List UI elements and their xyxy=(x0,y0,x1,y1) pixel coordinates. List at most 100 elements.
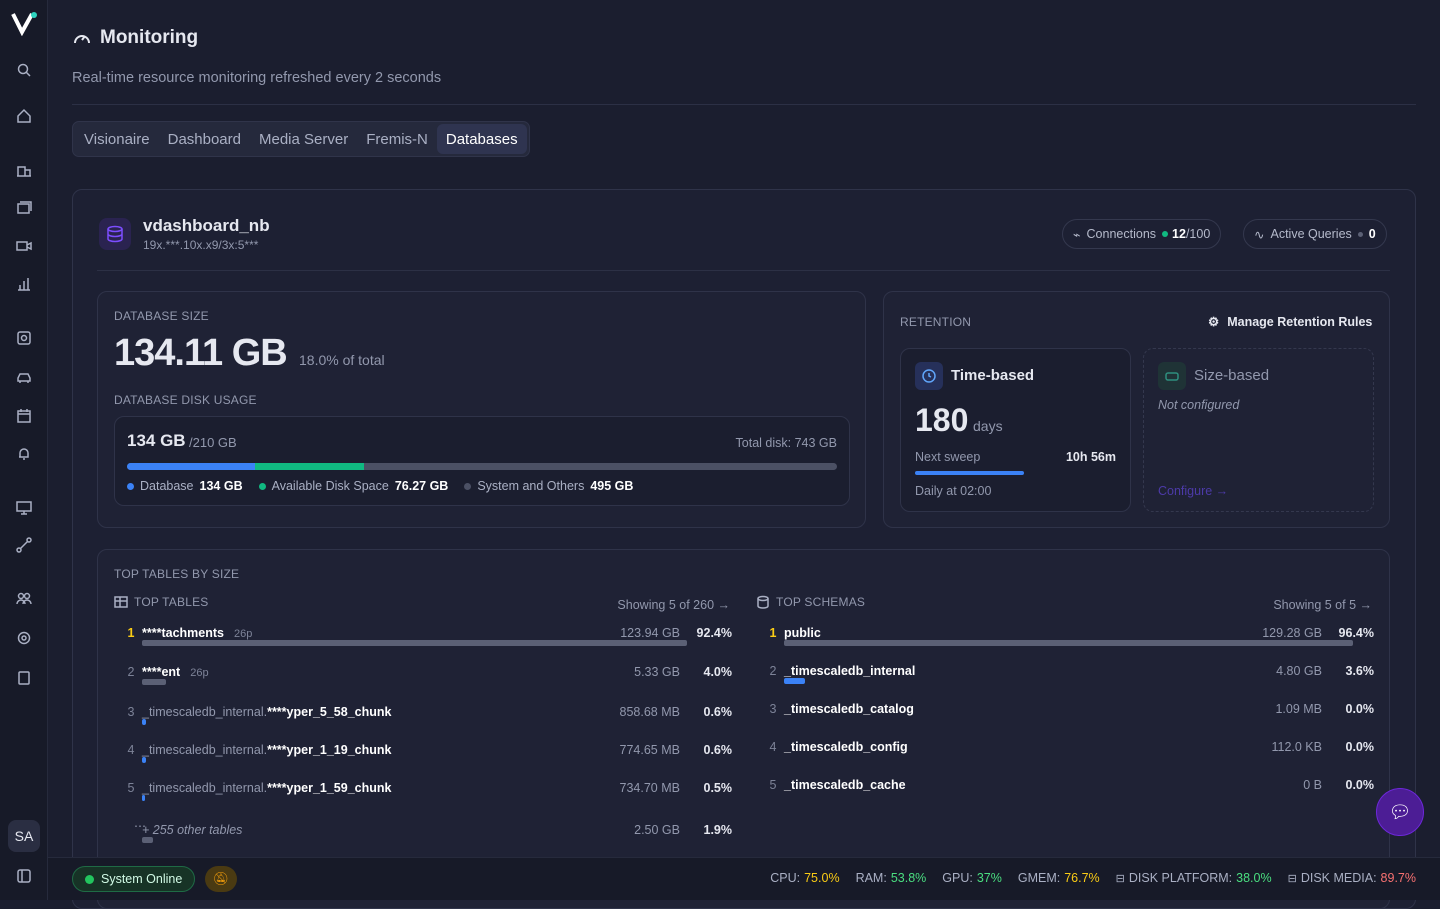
row-name[interactable]: _timescaledb_internal.****yper_1_19_chun… xyxy=(142,743,391,757)
row-name[interactable]: _timescaledb_config xyxy=(784,740,908,754)
monitor-icon[interactable] xyxy=(16,500,32,516)
online-dot xyxy=(85,875,94,884)
building-icon[interactable] xyxy=(16,162,32,178)
disk-bar-available xyxy=(255,463,364,470)
percent: 1.9% xyxy=(703,823,733,837)
row-name[interactable]: ****tachments 26p xyxy=(142,626,252,640)
tab[interactable]: Fremis-N xyxy=(366,131,428,148)
size-based-title: Size-based xyxy=(1194,367,1270,384)
tab[interactable]: Dashboard xyxy=(167,131,241,148)
connections-pill: ⌁ Connections 12/100 xyxy=(1062,219,1222,249)
metric: GPU: 37% xyxy=(942,871,1002,885)
size-bar xyxy=(142,795,145,801)
gauge-icon xyxy=(74,35,90,44)
manage-retention-button[interactable]: ⚙ Manage Retention Rules xyxy=(1208,314,1372,329)
row-name[interactable]: _timescaledb_cache xyxy=(784,778,906,792)
metric-label: DISK MEDIA: xyxy=(1300,871,1377,885)
scan-icon[interactable] xyxy=(16,330,32,346)
parts: 26p xyxy=(190,667,209,679)
disk-usage-label: DATABASE DISK USAGE xyxy=(114,393,257,407)
rank: 3 xyxy=(769,702,777,716)
schemas-title: TOP SCHEMAS xyxy=(776,595,866,609)
legend-value: 76.27 GB xyxy=(394,479,449,493)
connections-label: Connections xyxy=(1086,227,1157,241)
tab[interactable]: Visionaire xyxy=(84,131,150,148)
collapse-icon[interactable] xyxy=(16,868,32,884)
legend-name: System and Others xyxy=(477,479,585,493)
bell-icon[interactable] xyxy=(16,446,32,462)
next-sweep-label: Next sweep xyxy=(915,450,981,464)
car-icon[interactable] xyxy=(16,370,32,386)
windows-icon[interactable] xyxy=(16,200,32,216)
tab[interactable]: Databases xyxy=(436,124,527,154)
metric-value: 37% xyxy=(976,871,1002,885)
logo xyxy=(11,12,37,36)
size: 5.33 GB xyxy=(634,665,680,679)
rank: 2 xyxy=(769,664,777,678)
calendar-icon[interactable] xyxy=(16,408,32,424)
tables-showing[interactable]: Showing 5 of 260 → xyxy=(617,598,730,612)
row-name[interactable]: _timescaledb_internal.****yper_1_59_chun… xyxy=(142,781,391,795)
database-name: vdashboard_nb xyxy=(143,216,270,235)
home-icon[interactable] xyxy=(16,108,32,124)
percent: 3.6% xyxy=(1345,664,1375,678)
mute-alerts-button[interactable]: 🔕︎ xyxy=(205,866,237,892)
size: 4.80 GB xyxy=(1276,664,1322,678)
legend-dot xyxy=(258,482,266,490)
metric-value: 76.7% xyxy=(1064,871,1100,885)
top-label: TOP TABLES BY SIZE xyxy=(114,567,240,581)
size-share: 18.0% of total xyxy=(299,352,385,368)
sweep-progress xyxy=(915,471,1024,475)
size-bar xyxy=(142,719,146,725)
legend-name: Available Disk Space xyxy=(271,479,389,493)
connections-value: 12 xyxy=(1172,227,1186,241)
chart-icon[interactable] xyxy=(16,276,32,292)
row-name[interactable]: _timescaledb_catalog xyxy=(784,702,914,716)
disk-usage-box xyxy=(114,416,850,506)
tab[interactable]: Media Server xyxy=(259,131,349,148)
divider xyxy=(72,104,1416,105)
configure-link[interactable]: Configure → xyxy=(1158,484,1229,498)
disk-capacity: /210 GB xyxy=(189,435,237,450)
row-name[interactable]: _timescaledb_internal xyxy=(784,664,915,678)
retention-days: 180 xyxy=(915,402,969,438)
online-text: System Online xyxy=(101,872,183,886)
row-name[interactable]: + 255 other tables xyxy=(142,823,242,837)
size-value: 134.11 GB xyxy=(114,332,288,374)
metric-label: RAM: xyxy=(855,871,887,885)
size-bar xyxy=(142,679,166,685)
schemas-showing[interactable]: Showing 5 of 5 → xyxy=(1273,598,1372,612)
page-subtitle: Real-time resource monitoring refreshed … xyxy=(72,70,442,86)
users-icon[interactable] xyxy=(16,590,32,606)
search-icon[interactable] xyxy=(16,62,32,78)
other-label: + 255 other tables xyxy=(142,823,243,837)
metrics: CPU: 75.0% RAM: 53.8% GPU: 37% GMEM: 76.7% ⊟ DISK… xyxy=(770,871,1416,885)
route-icon[interactable] xyxy=(16,537,32,553)
row-name[interactable]: _timescaledb_internal.****yper_5_58_chun… xyxy=(142,705,391,719)
metric-value: 38.0% xyxy=(1236,871,1272,885)
percent: 96.4% xyxy=(1338,626,1374,640)
percent: 0.0% xyxy=(1345,778,1375,792)
table-icon xyxy=(114,596,128,608)
share-value: 18.0% xyxy=(299,352,339,368)
avatar[interactable]: SA xyxy=(8,820,40,852)
metric-value: 53.8% xyxy=(890,871,927,885)
size: 1.09 MB xyxy=(1275,702,1322,716)
percent: 0.6% xyxy=(703,743,733,757)
book-icon[interactable] xyxy=(16,670,32,686)
metric-value: 89.7% xyxy=(1380,871,1416,885)
row-name[interactable]: public xyxy=(784,626,821,640)
gear-icon: ⚙ xyxy=(1208,315,1220,329)
size: 129.28 GB xyxy=(1262,626,1322,640)
top-tables-card xyxy=(97,549,1390,909)
legend-item: Database 134 GB xyxy=(127,479,243,493)
pulse-icon: ∿ xyxy=(1254,227,1265,242)
row-name[interactable]: ****ent 26p xyxy=(142,665,209,679)
name: ****tachments xyxy=(142,626,224,640)
sidebar: SA xyxy=(0,0,48,900)
settings-icon[interactable] xyxy=(16,630,32,646)
metric: ⊟ DISK MEDIA: 89.7% xyxy=(1288,871,1416,885)
camera-icon[interactable] xyxy=(16,238,32,254)
schema-icon xyxy=(757,595,769,609)
chat-button[interactable]: 💬︎ xyxy=(1376,788,1424,836)
